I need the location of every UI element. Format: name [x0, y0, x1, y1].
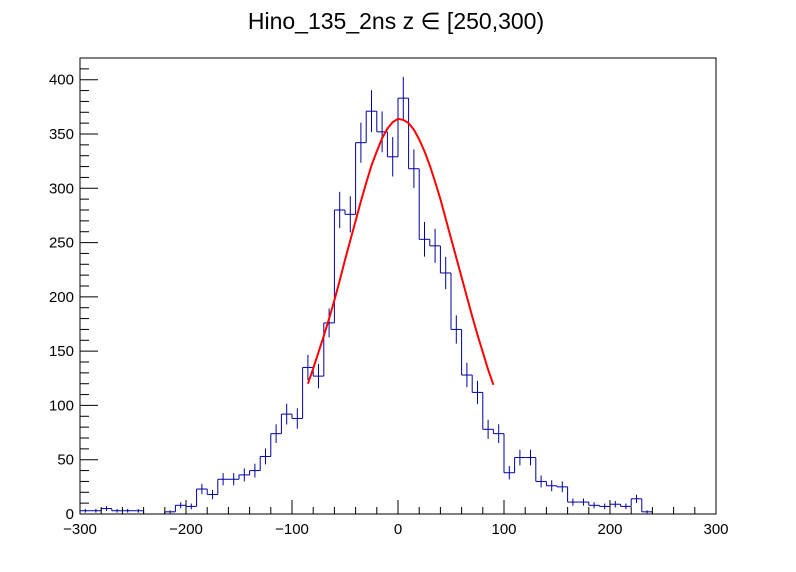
y-tick-label: 400 [49, 72, 74, 89]
fit-curve [306, 117, 495, 386]
x-tick-label: −300 [63, 521, 97, 538]
y-tick-label: 250 [49, 235, 74, 252]
x-tick-label: −100 [275, 521, 309, 538]
y-tick-label: 0 [66, 506, 74, 523]
y-tick-label: 350 [49, 126, 74, 143]
y-tick-label: 200 [49, 289, 74, 306]
x-tick-label: 300 [703, 521, 728, 538]
x-tick-label: 0 [394, 521, 402, 538]
y-tick-label: 50 [57, 452, 74, 469]
y-tick-label: 100 [49, 397, 74, 414]
x-tick-label: 100 [491, 521, 516, 538]
x-tick-label: 200 [597, 521, 622, 538]
plot-area [80, 76, 716, 515]
chart-title: Hino_135_2ns z ∈ [250,300) [248, 8, 544, 34]
x-tick-label: −200 [169, 521, 203, 538]
axes: −300 −200 −100 0 100 200 300 0 50 100 150 200 250 300… [49, 57, 729, 538]
y-tick-label: 150 [49, 343, 74, 360]
y-tick-label: 300 [49, 180, 74, 197]
